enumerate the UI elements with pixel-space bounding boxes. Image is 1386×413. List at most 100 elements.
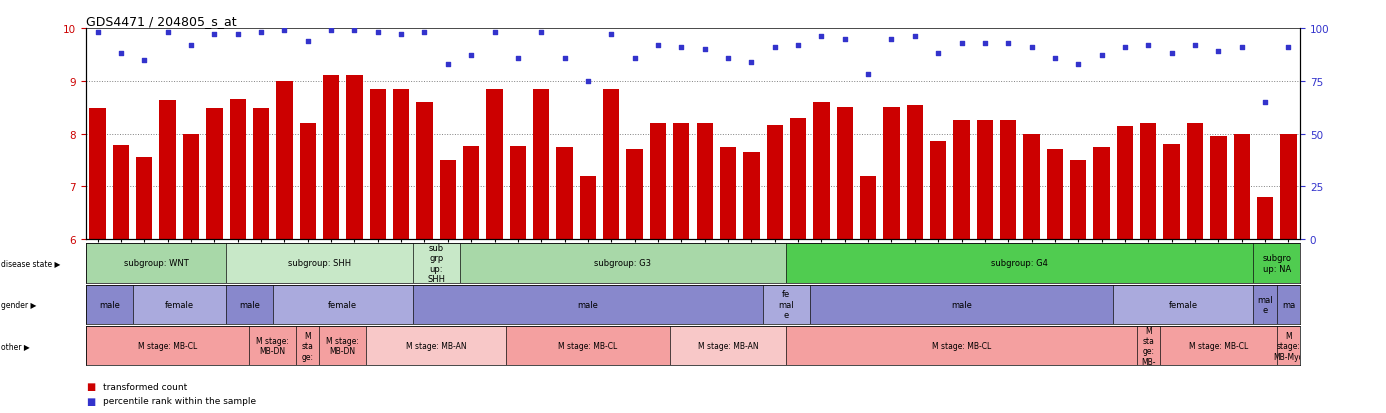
Point xyxy=(1020,45,1042,51)
Point xyxy=(133,57,155,64)
Bar xyxy=(86,244,226,283)
Bar xyxy=(1277,285,1300,324)
Bar xyxy=(534,90,549,240)
Bar xyxy=(766,125,783,240)
Point xyxy=(740,59,762,66)
Text: M stage: MB-CL: M stage: MB-CL xyxy=(931,342,991,350)
Text: ma: ma xyxy=(1282,300,1295,309)
Text: M stage: MB-CL: M stage: MB-CL xyxy=(139,342,197,350)
Bar xyxy=(323,76,340,240)
Bar xyxy=(506,326,669,366)
Bar xyxy=(930,142,947,240)
Point xyxy=(1231,45,1253,51)
Bar xyxy=(1070,161,1087,240)
Text: fe
mal
e: fe mal e xyxy=(779,290,794,319)
Text: subgroup: G3: subgroup: G3 xyxy=(595,259,651,268)
Point xyxy=(600,32,622,38)
Text: female: female xyxy=(328,300,358,309)
Point xyxy=(787,43,809,49)
Bar xyxy=(486,90,503,240)
Bar xyxy=(413,244,460,283)
Bar xyxy=(883,108,900,240)
Bar xyxy=(133,285,226,324)
Bar xyxy=(790,119,807,240)
Point xyxy=(577,78,599,85)
Point xyxy=(951,40,973,47)
Bar xyxy=(159,100,176,240)
Point xyxy=(1091,53,1113,59)
Point xyxy=(1137,43,1159,49)
Text: transformed count: transformed count xyxy=(103,382,187,391)
Point xyxy=(693,47,715,53)
Bar xyxy=(226,285,273,324)
Bar xyxy=(1253,285,1277,324)
Point xyxy=(273,28,295,34)
Point xyxy=(249,30,272,36)
Bar xyxy=(1046,150,1063,240)
Bar xyxy=(1277,326,1300,366)
Point xyxy=(1184,43,1206,49)
Point xyxy=(531,30,553,36)
Text: M stage:
MB-DN: M stage: MB-DN xyxy=(326,336,359,356)
Text: M stage: MB-CL: M stage: MB-CL xyxy=(559,342,618,350)
Text: subgroup: G4: subgroup: G4 xyxy=(991,259,1048,268)
Bar xyxy=(814,103,830,240)
Bar xyxy=(1001,121,1016,240)
Bar xyxy=(697,124,712,240)
Text: percentile rank within the sample: percentile rank within the sample xyxy=(103,396,255,405)
Bar xyxy=(226,244,413,283)
Bar xyxy=(809,285,1113,324)
Point xyxy=(997,40,1019,47)
Bar xyxy=(319,326,366,366)
Bar xyxy=(86,285,133,324)
Point xyxy=(1114,45,1137,51)
Point xyxy=(904,34,926,40)
Bar xyxy=(1281,134,1296,240)
Bar xyxy=(743,153,760,240)
Bar xyxy=(460,244,786,283)
Bar xyxy=(366,326,506,366)
Text: female: female xyxy=(1168,300,1198,309)
Bar xyxy=(346,76,363,240)
Bar xyxy=(764,285,809,324)
Point xyxy=(834,36,857,43)
Bar xyxy=(786,244,1253,283)
Point xyxy=(717,55,739,62)
Point xyxy=(157,30,179,36)
Bar xyxy=(556,147,572,240)
Bar xyxy=(416,103,432,240)
Text: other ▶: other ▶ xyxy=(1,342,30,350)
Bar xyxy=(977,121,992,240)
Bar xyxy=(207,109,223,240)
Bar xyxy=(1160,326,1277,366)
Bar xyxy=(626,150,643,240)
Bar xyxy=(439,161,456,240)
Point xyxy=(974,40,997,47)
Point xyxy=(857,72,879,78)
Bar xyxy=(252,109,269,240)
Text: subgro
up: NA: subgro up: NA xyxy=(1263,254,1292,273)
Point xyxy=(1067,62,1089,68)
Bar xyxy=(230,100,245,240)
Bar xyxy=(1137,326,1160,366)
Text: M
sta
ge:
MB-: M sta ge: MB- xyxy=(1141,326,1156,366)
Bar xyxy=(786,326,1137,366)
Text: ■: ■ xyxy=(86,396,96,406)
Text: subgroup: SHH: subgroup: SHH xyxy=(288,259,351,268)
Bar xyxy=(603,90,620,240)
Point xyxy=(204,32,226,38)
Bar xyxy=(837,108,852,240)
Bar xyxy=(1094,147,1110,240)
Text: male: male xyxy=(98,300,119,309)
Point xyxy=(344,28,366,34)
Bar xyxy=(370,90,385,240)
Point xyxy=(1160,51,1182,57)
Bar xyxy=(1186,124,1203,240)
Bar xyxy=(719,147,736,240)
Text: male: male xyxy=(578,300,599,309)
Point xyxy=(764,45,786,51)
Bar xyxy=(1253,244,1300,283)
Point xyxy=(437,62,459,68)
Point xyxy=(1278,45,1300,51)
Text: male: male xyxy=(238,300,259,309)
